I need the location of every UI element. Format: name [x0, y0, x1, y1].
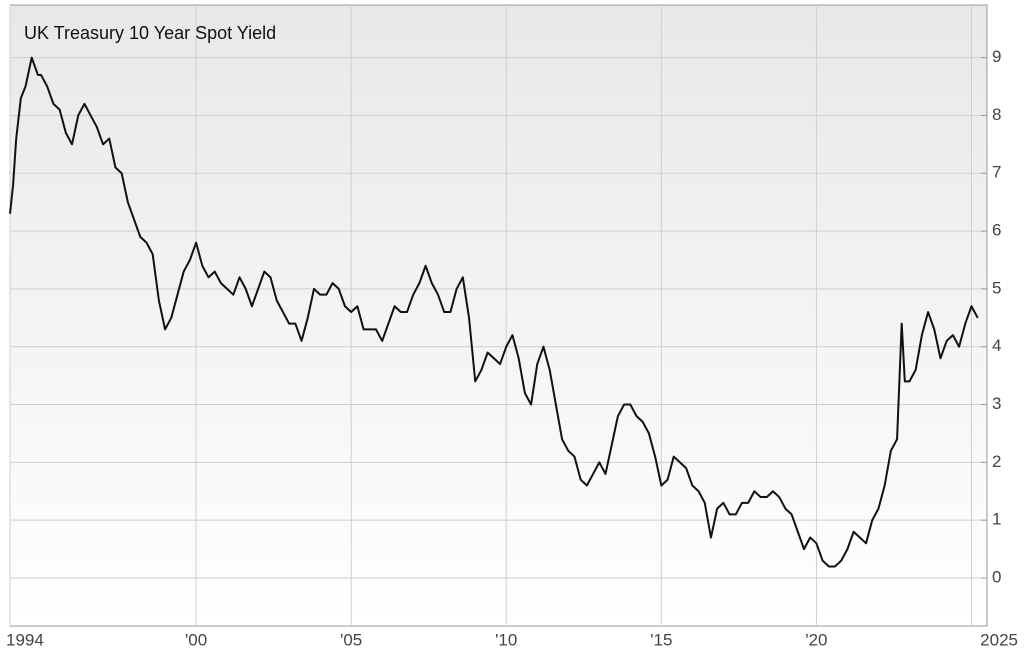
yield-line — [9, 56, 979, 568]
y-tick-label: 4 — [992, 336, 1001, 355]
x-tick-label: 2025 — [980, 630, 1018, 649]
y-tick-label: 1 — [992, 510, 1001, 529]
x-tick-label: '00 — [185, 630, 207, 649]
chart-title: UK Treasury 10 Year Spot Yield — [24, 23, 276, 43]
y-tick-label: 2 — [992, 452, 1001, 471]
y-tick-label: 8 — [992, 105, 1001, 124]
x-tick-label: '05 — [340, 630, 362, 649]
y-tick-label: 0 — [992, 567, 1001, 586]
y-tick-label: 5 — [992, 278, 1001, 297]
x-tick-label: '15 — [650, 630, 672, 649]
plot-area — [9, 4, 988, 627]
y-tick-label: 6 — [992, 221, 1001, 240]
y-tick-label: 3 — [992, 394, 1001, 413]
x-tick-label: '20 — [805, 630, 827, 649]
y-tick-label: 9 — [992, 47, 1001, 66]
x-tick-label: '10 — [495, 630, 517, 649]
x-tick-label: 1994 — [6, 630, 44, 649]
y-tick-label: 7 — [992, 163, 1001, 182]
